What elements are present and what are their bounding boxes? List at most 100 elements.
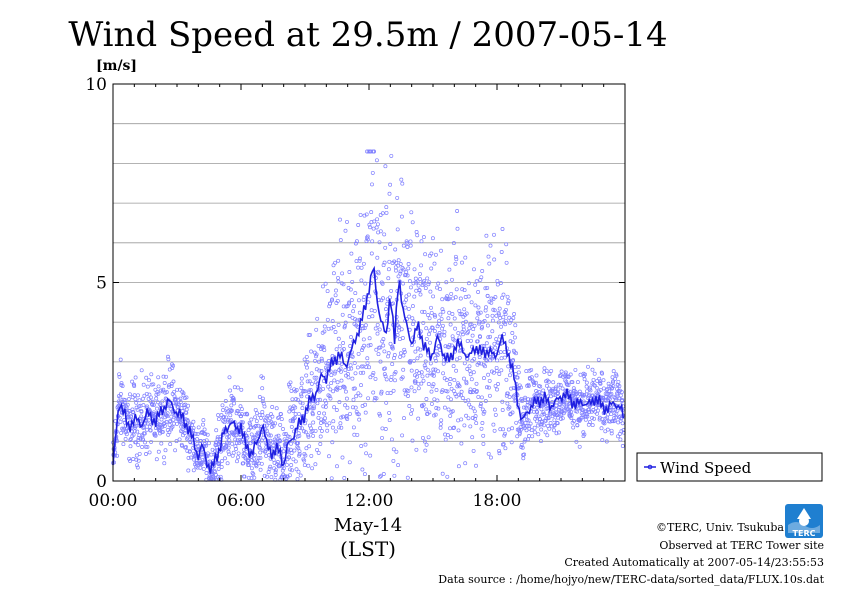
scatter-point xyxy=(314,354,318,359)
scatter-point xyxy=(465,367,470,371)
scatter-point xyxy=(433,252,438,257)
scatter-point xyxy=(389,153,394,158)
scatter-point xyxy=(502,355,507,360)
scatter-point xyxy=(476,290,481,294)
scatter-point xyxy=(388,377,393,382)
scatter-point xyxy=(288,380,293,385)
scatter-point xyxy=(400,181,405,186)
scatter-point xyxy=(485,313,490,318)
scatter-point xyxy=(618,437,623,442)
scatter-point xyxy=(252,453,257,458)
scatter-point xyxy=(326,384,331,389)
scatter-point xyxy=(383,366,387,371)
scatter-point xyxy=(173,448,178,453)
scatter-point xyxy=(618,393,623,398)
scatter-point xyxy=(350,279,355,284)
scatter-point xyxy=(417,288,422,293)
scatter-point xyxy=(337,400,342,405)
scatter-point xyxy=(448,435,453,440)
scatter-point xyxy=(474,381,479,386)
scatter-point xyxy=(433,314,438,319)
scatter-point xyxy=(470,416,475,420)
scatter-point xyxy=(378,345,383,350)
scatter-point xyxy=(332,371,337,376)
scatter-point xyxy=(380,281,385,286)
scatter-point xyxy=(503,431,507,436)
scatter-point xyxy=(142,431,147,436)
scatter-point xyxy=(431,382,436,387)
scatter-point xyxy=(395,227,400,232)
scatter-point xyxy=(260,386,265,391)
scatter-point xyxy=(481,411,486,416)
scatter-point xyxy=(402,350,407,354)
scatter-point xyxy=(267,433,271,438)
scatter-point xyxy=(559,369,564,374)
scatter-point xyxy=(306,433,311,438)
scatter-point xyxy=(497,448,502,453)
scatter-point xyxy=(347,270,352,274)
scatter-point xyxy=(259,461,264,466)
scatter-point xyxy=(483,364,487,369)
scatter-point xyxy=(431,373,436,378)
scatter-point xyxy=(614,373,619,378)
scatter-point xyxy=(446,297,451,302)
scatter-point xyxy=(404,297,408,302)
scatter-point xyxy=(118,357,123,362)
scatter-point xyxy=(185,419,190,424)
scatter-point xyxy=(180,443,184,448)
scatter-point xyxy=(144,375,149,380)
scatter-point xyxy=(174,439,179,444)
scatter-point xyxy=(587,387,592,392)
scatter-point xyxy=(545,433,550,438)
scatter-point xyxy=(169,425,174,430)
scatter-point xyxy=(325,289,330,294)
scatter-point xyxy=(460,260,464,265)
scatter-point xyxy=(406,262,411,266)
scatter-point xyxy=(337,425,341,430)
scatter-point xyxy=(118,392,123,396)
scatter-point xyxy=(226,445,231,450)
scatter-point xyxy=(491,370,496,375)
scatter-point xyxy=(427,280,432,285)
scatter-point xyxy=(317,411,322,415)
scatter-point xyxy=(487,378,492,383)
scatter-point xyxy=(168,442,173,447)
scatter-point xyxy=(224,406,229,411)
scatter-point xyxy=(618,419,623,423)
scatter-point xyxy=(293,412,298,417)
scatter-point xyxy=(421,320,426,325)
scatter-point xyxy=(390,362,395,367)
scatter-point xyxy=(414,288,419,293)
scatter-point xyxy=(228,413,233,418)
scatter-point xyxy=(249,432,254,437)
scatter-point xyxy=(307,444,312,449)
scatter-point xyxy=(364,451,369,456)
scatter-point xyxy=(381,472,386,476)
scatter-point xyxy=(335,380,340,385)
scatter-point xyxy=(348,411,352,416)
scatter-point xyxy=(254,423,259,428)
scatter-point xyxy=(425,373,430,378)
scatter-point xyxy=(430,326,435,330)
scatter-point xyxy=(265,474,270,479)
scatter-point xyxy=(620,444,625,448)
scatter-point xyxy=(403,305,408,310)
scatter-point xyxy=(294,467,299,472)
scatter-point xyxy=(563,370,568,375)
scatter-point xyxy=(251,461,256,466)
scatter-point xyxy=(573,367,578,372)
scatter-point xyxy=(506,364,511,369)
scatter-point xyxy=(498,281,503,285)
scatter-point xyxy=(258,450,263,455)
scatter-point xyxy=(338,421,343,426)
scatter-point xyxy=(497,306,502,311)
scatter-point xyxy=(480,325,485,329)
scatter-point xyxy=(447,342,452,347)
scatter-point xyxy=(376,352,381,357)
scatter-point xyxy=(354,394,359,399)
scatter-point xyxy=(229,403,234,408)
scatter-point xyxy=(428,361,433,366)
scatter-point xyxy=(571,425,576,430)
scatter-point xyxy=(519,420,524,425)
terc-logo-text: TERC xyxy=(793,529,816,538)
